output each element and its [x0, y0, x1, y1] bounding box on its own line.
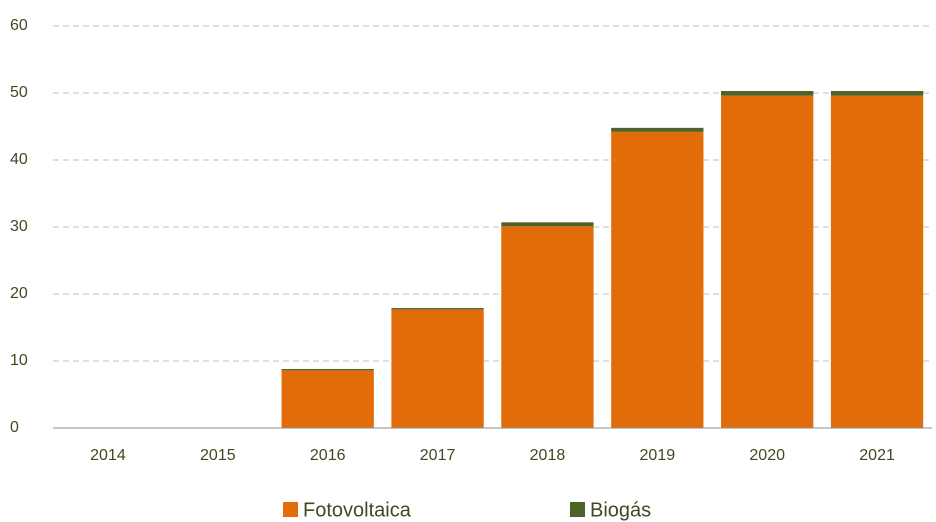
legend-label: Fotovoltaica: [303, 499, 412, 521]
bar-segment: [721, 95, 814, 429]
bar-segment: [281, 369, 374, 371]
legend-label: Biogás: [590, 499, 651, 521]
x-tick-label: 2018: [530, 447, 566, 464]
bar-segment: [391, 308, 484, 310]
bar-segment: [391, 309, 484, 428]
y-tick-label: 20: [10, 285, 28, 302]
y-tick-label: 40: [10, 151, 28, 168]
bar-segment: [830, 95, 924, 429]
legend-swatch: [570, 502, 585, 517]
bar-segment: [721, 90, 814, 96]
x-tick-label: 2020: [749, 447, 785, 464]
x-tick-label: 2016: [310, 447, 346, 464]
bar-segment: [501, 222, 594, 227]
bar-segment: [501, 226, 594, 428]
y-tick-label: 10: [10, 352, 28, 369]
y-tick-label: 30: [10, 218, 28, 235]
y-tick-label: 50: [10, 84, 28, 101]
bar-segment: [281, 370, 374, 428]
x-tick-label: 2019: [640, 447, 676, 464]
x-tick-label: 2017: [420, 447, 456, 464]
bar-segment: [611, 127, 704, 132]
bar-segment: [611, 131, 704, 429]
legend-swatch: [283, 502, 298, 517]
x-tick-label: 2014: [90, 447, 126, 464]
x-tick-label: 2015: [200, 447, 236, 464]
y-tick-label: 60: [10, 17, 28, 34]
y-tick-label: 0: [10, 419, 19, 436]
bar-segment: [830, 90, 924, 96]
x-tick-label: 2021: [859, 447, 895, 464]
